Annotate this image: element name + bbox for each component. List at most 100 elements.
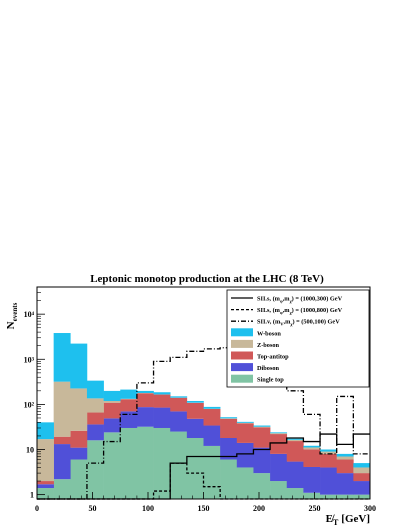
bar-diboson-7 [153, 407, 171, 428]
bar-top-antitop-2 [70, 430, 88, 448]
bar-w-boson-0 [37, 422, 54, 440]
bar-diboson-10 [203, 425, 221, 446]
y-axis-label-sub: events [11, 302, 19, 321]
bar-top-antitop-4 [103, 402, 121, 419]
bar-top-antitop-7 [153, 394, 171, 408]
x-tick-label-0: 0 [35, 504, 39, 513]
legend-label-top-antitop: Top-antitop [257, 354, 289, 361]
legend-label-dashed: SII.s, (mφ,mχ) = (1000,800) GeV [257, 307, 343, 315]
bar-single-top-19 [353, 494, 371, 499]
legend-label-diboson: Diboson [257, 365, 280, 372]
bar-w-boson-13 [253, 425, 271, 427]
x-tick-label-150: 150 [198, 504, 210, 513]
bar-z-boson-13 [253, 426, 271, 428]
axes: 0 50 100 150 200 250 300 1 10 10² 10³ 10⁴ [24, 286, 376, 513]
y-axis-label-main: N [5, 321, 17, 329]
bar-top-antitop-9 [186, 402, 204, 419]
bar-single-top-9 [186, 437, 204, 499]
x-axis-label: E̸T [GeV] [326, 513, 370, 527]
bar-single-top-13 [253, 473, 271, 499]
bar-diboson-4 [103, 418, 121, 433]
bar-w-boson-17 [320, 449, 337, 452]
bar-single-top-3 [86, 440, 104, 499]
bar-w-boson-4 [103, 390, 121, 401]
bar-z-boson-1 [53, 381, 71, 437]
bar-w-boson-8 [170, 396, 188, 398]
bar-z-boson-0 [37, 439, 54, 482]
bar-diboson-14 [270, 453, 288, 482]
bar-diboson-18 [336, 473, 354, 495]
bar-top-antitop-16 [303, 449, 321, 467]
bar-z-boson-2 [70, 388, 88, 431]
bar-single-top-16 [303, 492, 321, 499]
legend-label-part: ) = (1000,300) GeV [292, 296, 343, 303]
legend-label-part: φ [280, 310, 283, 315]
legend-label-part: ) = (1000,800) GeV [292, 307, 343, 314]
bar-diboson-2 [70, 447, 88, 460]
legend-label-part: χ [289, 310, 293, 315]
bar-single-top-6 [136, 426, 154, 499]
x-tick-label-50: 50 [89, 504, 97, 513]
bar-w-boson-2 [70, 343, 88, 389]
legend-box [226, 289, 370, 388]
bar-single-top-8 [170, 431, 188, 499]
x-tick-label-300: 300 [364, 504, 376, 513]
bar-w-boson-7 [153, 392, 171, 395]
bar-single-top-10 [203, 445, 221, 499]
bar-diboson-19 [353, 481, 371, 495]
bar-top-antitop-8 [170, 397, 188, 412]
bar-w-boson-14 [270, 432, 288, 434]
legend-label-part: V [280, 322, 284, 327]
legend-label-single-top: Single top [257, 377, 284, 384]
y-tick-label-10: 10 [26, 446, 34, 455]
bar-w-boson-18 [336, 453, 354, 457]
bar-diboson-3 [86, 424, 104, 441]
legend-swatch-diboson [231, 363, 253, 372]
bar-diboson-12 [236, 442, 254, 468]
bar-w-boson-12 [236, 421, 254, 423]
legend-label-dashdot: SII.v, (mV,mχ) = (500,100) GeV [257, 319, 340, 327]
x-tick-label-100: 100 [142, 504, 154, 513]
bar-top-antitop-18 [336, 459, 354, 474]
bar-w-boson-9 [186, 400, 204, 403]
legend-label-part: SII.s, (m [257, 296, 281, 303]
legend-label-part: SII.v, (m [257, 319, 281, 326]
bar-top-antitop-1 [53, 436, 71, 445]
bar-top-antitop-19 [353, 473, 371, 482]
x-axis-label-sub: T [333, 518, 339, 527]
legend-swatch-top-antitop [231, 351, 253, 360]
legend-swatch-z-boson [231, 339, 253, 348]
bar-top-antitop-3 [86, 412, 104, 425]
bar-single-top-11 [220, 459, 238, 499]
chart-title: Leptonic monotop production at the LHC (… [90, 273, 324, 285]
bar-top-antitop-11 [220, 418, 238, 438]
x-tick-label-200: 200 [253, 504, 265, 513]
bar-w-boson-10 [203, 406, 221, 409]
bar-single-top-4 [103, 432, 121, 499]
bar-w-boson-3 [86, 380, 104, 399]
bar-w-boson-1 [53, 333, 71, 382]
legend-label-w-boson: W-boson [257, 330, 281, 337]
x-axis-label-symbol: E̸ [326, 513, 335, 525]
bar-single-top-14 [270, 481, 288, 499]
bar-top-antitop-0 [37, 481, 54, 485]
bar-z-boson-12 [236, 422, 254, 424]
stacked-bars [37, 333, 371, 499]
bar-single-top-0 [37, 488, 54, 499]
bar-single-top-1 [53, 479, 71, 499]
bar-diboson-13 [253, 447, 271, 474]
y-tick-label-1: 1 [30, 491, 34, 500]
legend-swatch-single-top [231, 374, 253, 383]
bar-single-top-17 [320, 494, 337, 499]
bar-w-boson-6 [136, 390, 154, 393]
bar-top-antitop-6 [136, 393, 154, 408]
bar-top-antitop-12 [236, 423, 254, 443]
bar-diboson-0 [37, 484, 54, 489]
bar-z-boson-16 [303, 447, 321, 450]
bar-diboson-8 [170, 411, 188, 432]
y-tick-label-1000: 10³ [24, 355, 35, 364]
bar-diboson-1 [53, 444, 71, 480]
bar-diboson-15 [286, 461, 304, 489]
bar-diboson-17 [320, 467, 337, 495]
bar-z-boson-17 [320, 451, 337, 454]
